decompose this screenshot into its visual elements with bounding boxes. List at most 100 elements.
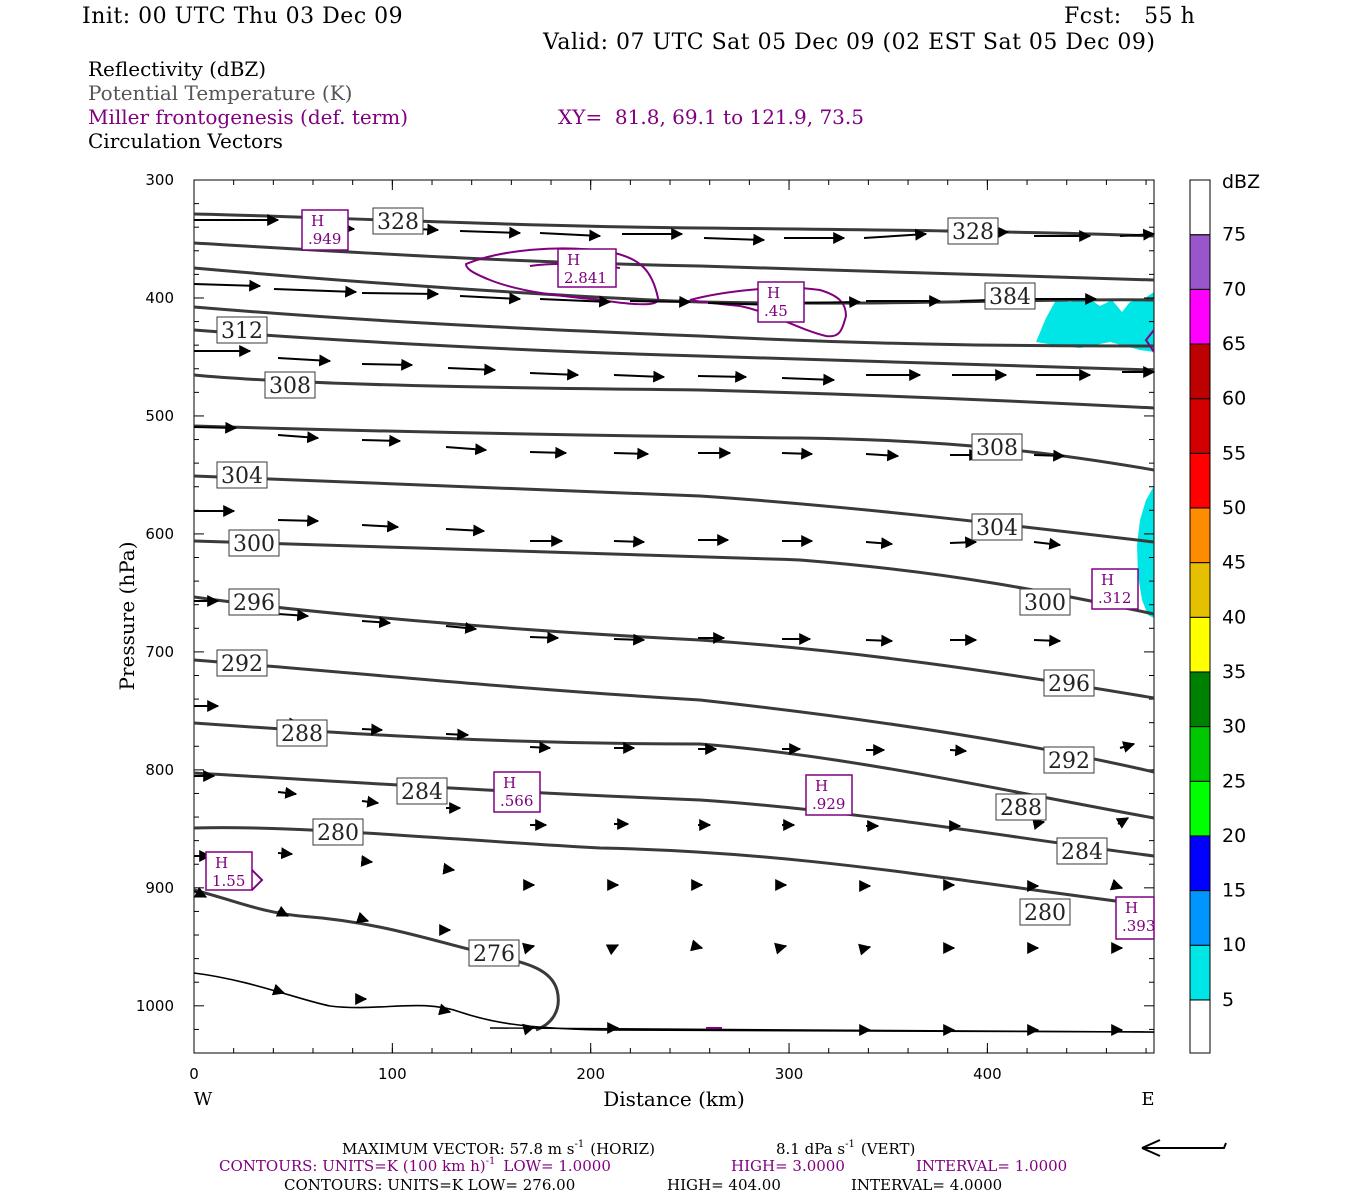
colorbar-label: 40 [1222,606,1246,628]
x-tick-label: 100 [378,1065,407,1083]
legend-potential-temp: Potential Temperature (K) [88,81,353,105]
theta-label: 308 [971,433,1023,461]
theta-label-text: 280 [1024,901,1066,926]
vector-arrow [781,373,836,386]
fronto-high-box [805,774,853,816]
y-tick-label: 400 [145,289,174,307]
reflectivity-area-lower [1137,486,1154,618]
fronto-high-value: .312 [1098,589,1131,607]
fronto-high-label: H.929 [805,774,853,816]
theta-label-text: 308 [976,436,1018,461]
vector-arrow [445,621,478,634]
theta-contour-300 [193,539,1155,616]
vector-arrow [459,226,522,239]
theta-label: 280 [312,818,364,846]
theta-label-text: 300 [233,532,275,557]
colorbar-label: 35 [1222,661,1246,683]
theta-label-text: 288 [1000,796,1042,821]
vector-arrow [445,443,488,456]
vector-arrow [442,862,456,875]
vector-arrow [445,524,486,537]
fronto-high-box [205,851,253,891]
theta-label-text: 304 [221,464,263,489]
vector-arrow [459,292,522,305]
theta-label-text: 296 [1048,672,1090,697]
footer-theta-high: HIGH= 404.00 [667,1176,781,1194]
vector-arrow [361,723,384,736]
colorbar-label: 5 [1222,989,1234,1011]
theta-contour-272 [193,972,1155,1033]
fronto-high-value: .566 [500,792,533,810]
theta-label-box [971,433,1023,461]
vector-arrow [1119,228,1156,241]
x-tick-label: 0 [189,1065,199,1083]
axis-ticks [193,179,1154,1053]
fronto-high-letter: H [215,854,228,872]
vector-arrow [703,233,766,246]
vector-arrow [193,421,238,434]
vector-arrow [865,634,894,647]
ground-line [489,1027,1155,1033]
colorbar-label: 55 [1222,442,1246,464]
x-tick-label: 200 [576,1065,605,1083]
fronto-high-box [493,771,541,813]
theta-label: 300 [1019,588,1071,616]
vector-arrow [275,905,290,917]
fronto-high-box [301,209,349,251]
theta-label-text: 300 [1024,591,1066,616]
vector-arrow [1115,817,1130,829]
theta-label-text: 288 [281,722,323,747]
theta-label-box [947,217,999,245]
legend-frontogenesis: Miller frontogenesis (def. term) [88,105,409,129]
colorbar-label: 50 [1222,497,1246,519]
theta-label: 292 [216,649,268,677]
theta-label-text: 296 [233,591,275,616]
circulation-vectors [193,214,1156,1036]
footer-theta-interval: INTERVAL= 4.0000 [851,1176,1002,1194]
vector-arrow [865,449,900,462]
vector-arrow [277,609,310,622]
colorbar-segment [1189,398,1211,454]
fronto-high-value: 2.841 [564,269,607,287]
theta-label: 328 [372,207,424,235]
vector-arrow [863,228,928,241]
theta-label-box [228,529,280,557]
vector-arrow [193,886,208,898]
footer-contours-fronto: CONTOURS: UNITS=K (100 km h)-1 LOW= 1.000… [219,1156,611,1175]
x-end-west: W [194,1089,213,1110]
vector-arrow [271,983,286,996]
theta-contour-292 [193,658,1155,774]
fronto-high-box [557,248,617,288]
y-tick-label: 700 [145,643,174,661]
colorbar-segment [1189,343,1211,400]
fronto-high-value: 1.55 [212,872,245,890]
fronto-high-label: H.949 [301,209,349,251]
colorbar: 5 10 15 20 25 30 35 40 45 50 55 60 65 70 75 dBZ [1189,171,1260,1054]
y-tick-label: 800 [145,761,174,779]
theta-contour-296 [193,595,1155,700]
vector-arrow [949,536,978,549]
vector-arrow [697,370,748,383]
colorbar-segment [1189,944,1211,1001]
theta-label-box [468,939,520,967]
y-tick-label: 300 [145,171,174,189]
x-tick-label: 300 [775,1065,804,1083]
fronto-high-value: .929 [812,795,845,813]
colorbar-segment [1189,780,1211,837]
y-tick-label: 900 [145,879,174,897]
footer-fronto-high: HIGH= 3.0000 [731,1157,845,1175]
fronto-high-label: H1.55 [205,851,253,891]
vector-arrow [858,943,872,956]
vector-arrow [781,447,814,460]
y-tick-label: 500 [145,407,174,425]
vector-arrow [949,744,968,757]
theta-label: 304 [971,513,1023,541]
theta-label: 304 [216,461,268,489]
colorbar-segment [1189,562,1211,618]
fronto-high-label: H2.841 [557,248,617,288]
theta-label: 384 [984,282,1036,310]
fronto-high-letter: H [311,212,324,230]
theta-label: 288 [995,793,1047,821]
theta-contour-312b [193,328,1155,372]
